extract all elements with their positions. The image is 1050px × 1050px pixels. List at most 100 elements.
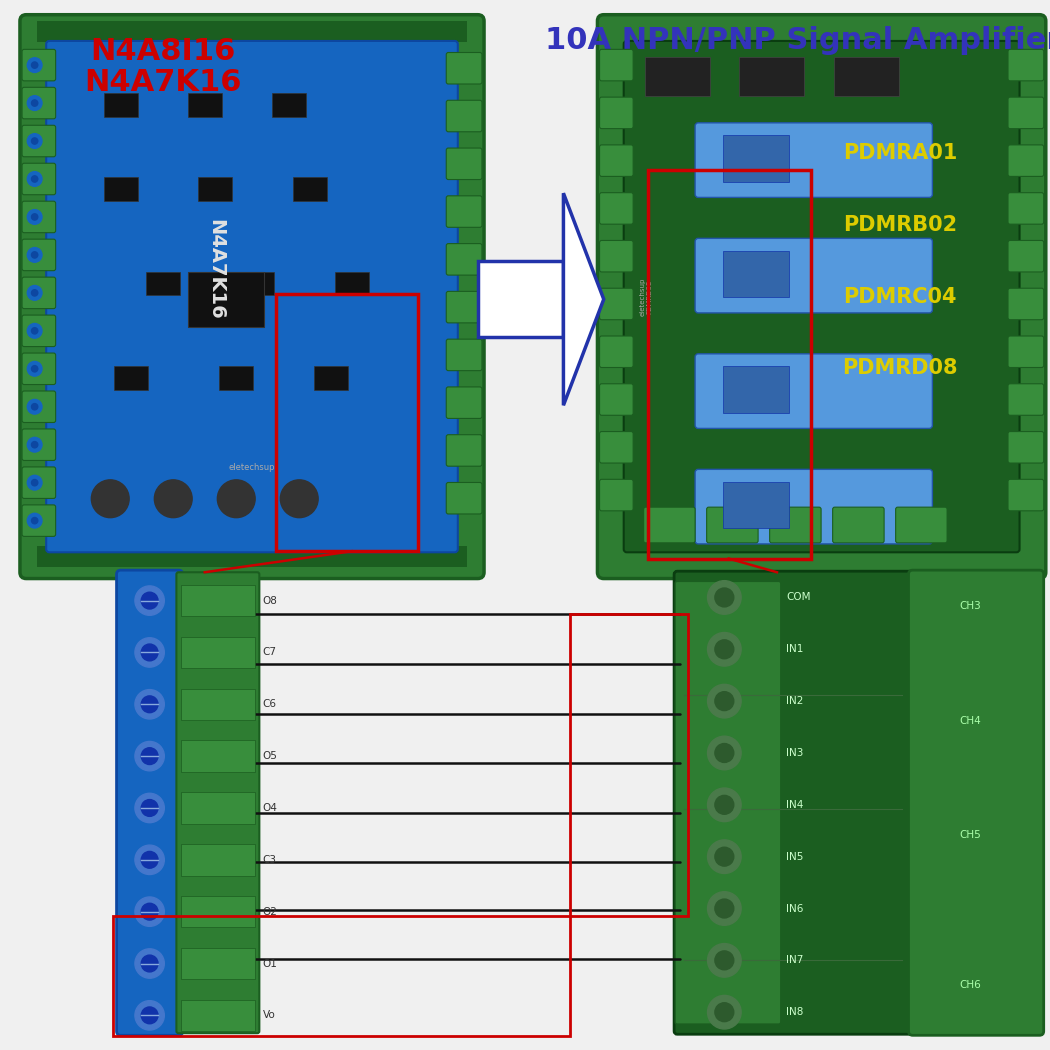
FancyBboxPatch shape xyxy=(22,202,56,233)
FancyBboxPatch shape xyxy=(181,896,255,927)
Text: O8: O8 xyxy=(262,595,277,606)
FancyBboxPatch shape xyxy=(739,57,804,96)
Circle shape xyxy=(715,692,734,711)
Bar xyxy=(648,170,811,559)
FancyBboxPatch shape xyxy=(1008,49,1044,81)
FancyBboxPatch shape xyxy=(1008,193,1044,225)
Circle shape xyxy=(27,438,42,453)
FancyBboxPatch shape xyxy=(600,49,633,81)
Text: PDMRC04: PDMRC04 xyxy=(843,287,957,307)
Bar xyxy=(113,916,570,1036)
Circle shape xyxy=(32,62,38,68)
Circle shape xyxy=(708,685,741,718)
Circle shape xyxy=(32,365,38,372)
Circle shape xyxy=(32,214,38,220)
Circle shape xyxy=(217,480,255,518)
FancyBboxPatch shape xyxy=(1008,432,1044,463)
FancyBboxPatch shape xyxy=(188,93,222,117)
FancyBboxPatch shape xyxy=(22,277,56,309)
Circle shape xyxy=(32,480,38,486)
FancyBboxPatch shape xyxy=(181,1000,255,1031)
Circle shape xyxy=(715,796,734,815)
Circle shape xyxy=(32,100,38,106)
Circle shape xyxy=(715,588,734,607)
FancyBboxPatch shape xyxy=(1008,289,1044,320)
FancyBboxPatch shape xyxy=(22,353,56,384)
Circle shape xyxy=(708,891,741,925)
Circle shape xyxy=(27,210,42,225)
FancyBboxPatch shape xyxy=(22,87,56,119)
Circle shape xyxy=(135,637,165,667)
FancyBboxPatch shape xyxy=(181,740,255,772)
FancyBboxPatch shape xyxy=(22,467,56,499)
Text: Vo: Vo xyxy=(262,1010,275,1021)
FancyBboxPatch shape xyxy=(446,387,482,419)
Circle shape xyxy=(708,581,741,614)
Circle shape xyxy=(135,794,165,823)
Text: PDMRA01: PDMRA01 xyxy=(843,143,958,164)
FancyBboxPatch shape xyxy=(198,177,232,201)
FancyBboxPatch shape xyxy=(104,177,138,201)
FancyBboxPatch shape xyxy=(446,195,482,228)
Circle shape xyxy=(141,696,159,713)
Circle shape xyxy=(141,956,159,972)
Text: PDMRD08: PDMRD08 xyxy=(842,358,958,378)
FancyBboxPatch shape xyxy=(181,793,255,823)
Text: PDMRB02: PDMRB02 xyxy=(843,215,958,235)
FancyBboxPatch shape xyxy=(723,135,789,182)
FancyBboxPatch shape xyxy=(117,570,183,1035)
Text: IN3: IN3 xyxy=(785,748,803,758)
Text: N4A7K16: N4A7K16 xyxy=(207,218,226,319)
Circle shape xyxy=(27,248,42,262)
Circle shape xyxy=(715,743,734,762)
Circle shape xyxy=(715,1003,734,1022)
Circle shape xyxy=(32,442,38,448)
Text: COM: COM xyxy=(785,592,811,603)
Circle shape xyxy=(32,175,38,182)
FancyBboxPatch shape xyxy=(695,354,932,428)
Circle shape xyxy=(27,58,42,72)
Circle shape xyxy=(141,1007,159,1024)
FancyBboxPatch shape xyxy=(219,366,253,390)
FancyBboxPatch shape xyxy=(46,41,458,552)
FancyBboxPatch shape xyxy=(181,636,255,668)
Circle shape xyxy=(141,800,159,817)
Text: C6: C6 xyxy=(262,699,276,710)
FancyBboxPatch shape xyxy=(181,844,255,876)
Circle shape xyxy=(135,741,165,771)
Circle shape xyxy=(141,748,159,764)
FancyBboxPatch shape xyxy=(446,483,482,514)
FancyBboxPatch shape xyxy=(600,384,633,416)
Polygon shape xyxy=(564,193,604,405)
Text: IN1: IN1 xyxy=(785,645,803,654)
FancyBboxPatch shape xyxy=(896,507,947,543)
Text: 10A NPN/PNP Signal Amplifier: 10A NPN/PNP Signal Amplifier xyxy=(545,26,1050,56)
Text: IN4: IN4 xyxy=(785,800,803,810)
FancyBboxPatch shape xyxy=(146,272,180,295)
Circle shape xyxy=(154,480,192,518)
Text: CH3: CH3 xyxy=(960,602,982,611)
FancyBboxPatch shape xyxy=(597,15,1046,579)
Circle shape xyxy=(135,949,165,979)
Circle shape xyxy=(135,1001,165,1030)
Text: CH6: CH6 xyxy=(960,981,982,990)
FancyBboxPatch shape xyxy=(1008,98,1044,129)
Circle shape xyxy=(27,399,42,414)
Circle shape xyxy=(27,476,42,490)
FancyBboxPatch shape xyxy=(446,435,482,466)
Text: IN8: IN8 xyxy=(785,1007,803,1017)
FancyBboxPatch shape xyxy=(1008,336,1044,367)
Circle shape xyxy=(27,361,42,376)
Text: IN7: IN7 xyxy=(785,956,803,965)
Circle shape xyxy=(141,644,159,660)
FancyBboxPatch shape xyxy=(293,177,327,201)
FancyBboxPatch shape xyxy=(600,145,633,176)
Circle shape xyxy=(135,845,165,875)
FancyBboxPatch shape xyxy=(114,366,148,390)
Text: O1: O1 xyxy=(262,959,277,968)
Text: IN6: IN6 xyxy=(785,903,803,914)
Text: eletechsup
PDMRD08: eletechsup PDMRD08 xyxy=(639,277,652,316)
FancyBboxPatch shape xyxy=(833,507,884,543)
Text: C3: C3 xyxy=(262,855,276,865)
Circle shape xyxy=(708,840,741,874)
